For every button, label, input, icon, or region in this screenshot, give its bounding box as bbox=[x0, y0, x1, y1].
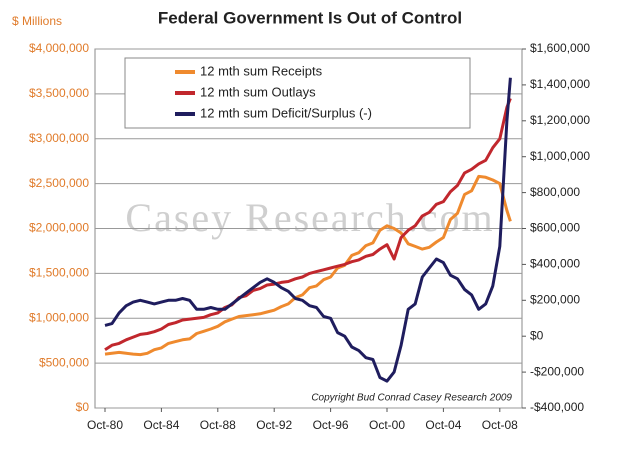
x-tick-label: Oct-88 bbox=[200, 418, 236, 432]
y-tick-label: $3,000,000 bbox=[29, 131, 89, 145]
y-tick-label: $2,500,000 bbox=[29, 176, 89, 190]
y2-tick-label: $1,400,000 bbox=[530, 77, 590, 91]
y2-tick-label: -$400,000 bbox=[530, 400, 584, 414]
y2-tick-label: $200,000 bbox=[530, 292, 580, 306]
y-tick-label: $2,000,000 bbox=[29, 221, 89, 235]
y-tick-label: $1,000,000 bbox=[29, 310, 89, 324]
y-axis-label: $ Millions bbox=[12, 14, 62, 28]
watermark: Casey Research.com bbox=[125, 195, 494, 240]
y2-tick-label: $1,000,000 bbox=[530, 149, 590, 163]
y-tick-label: $1,500,000 bbox=[29, 266, 89, 280]
x-tick-label: Oct-00 bbox=[369, 418, 405, 432]
x-tick-label: Oct-08 bbox=[482, 418, 518, 432]
y2-tick-label: $800,000 bbox=[530, 185, 580, 199]
chart-title: Federal Government Is Out of Control bbox=[158, 8, 462, 27]
annotation: Copyright Bud Conrad Casey Research 2009 bbox=[311, 393, 512, 404]
series-line bbox=[104, 174, 512, 357]
x-tick-label: Oct-80 bbox=[87, 418, 123, 432]
y2-tick-label: $0 bbox=[530, 328, 544, 342]
y2-tick-label: $1,200,000 bbox=[530, 113, 590, 127]
x-tick-label: Oct-04 bbox=[425, 418, 461, 432]
y-tick-label: $4,000,000 bbox=[29, 41, 89, 55]
legend-label: 12 mth sum Deficit/Surplus (-) bbox=[200, 105, 372, 120]
y-tick-label: $3,500,000 bbox=[29, 86, 89, 100]
legend-label: 12 mth sum Outlays bbox=[200, 84, 316, 99]
legend-label: 12 mth sum Receipts bbox=[200, 63, 323, 78]
y-tick-label: $0 bbox=[76, 400, 90, 414]
y2-tick-label: -$200,000 bbox=[530, 364, 584, 378]
x-tick-label: Oct-92 bbox=[256, 418, 292, 432]
y-tick-label: $500,000 bbox=[39, 355, 89, 369]
x-tick-label: Oct-84 bbox=[143, 418, 179, 432]
y2-tick-label: $600,000 bbox=[530, 221, 580, 235]
x-tick-label: Oct-96 bbox=[313, 418, 349, 432]
y2-tick-label: $1,600,000 bbox=[530, 41, 590, 55]
series-line bbox=[104, 77, 512, 383]
legend-box bbox=[124, 57, 471, 129]
series-line bbox=[104, 97, 512, 351]
y2-tick-label: $400,000 bbox=[530, 257, 580, 271]
